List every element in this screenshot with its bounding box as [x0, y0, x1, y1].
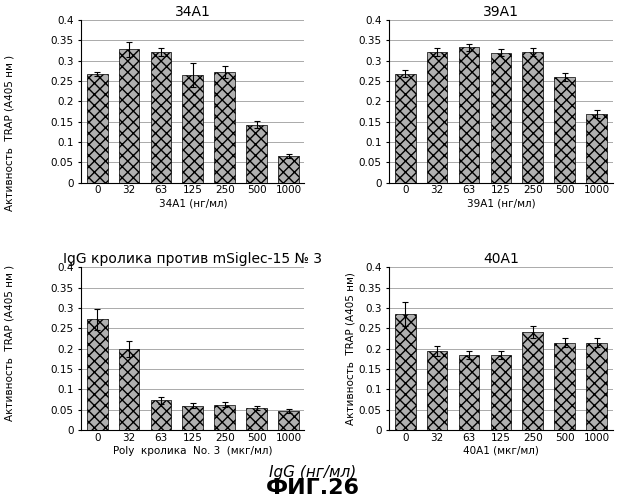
- Text: Активность  TRAP (А405 нм ): Активность TRAP (А405 нм ): [4, 54, 14, 210]
- X-axis label: 40A1 (мкг/мл): 40A1 (мкг/мл): [463, 446, 539, 456]
- Bar: [427, 350, 448, 430]
- Bar: [554, 342, 575, 430]
- Title: 39A1: 39A1: [483, 5, 519, 19]
- Bar: [182, 406, 203, 430]
- Title: IgG кролика против mSiglec-15 № 3: IgG кролика против mSiglec-15 № 3: [63, 252, 322, 266]
- Bar: [491, 52, 511, 182]
- Y-axis label: Активность  TRAP (А405 нм): Активность TRAP (А405 нм): [346, 272, 356, 425]
- X-axis label: 34A1 (нг/мл): 34A1 (нг/мл): [159, 198, 227, 208]
- X-axis label: Poly  кролика  No. 3  (мкг/мл): Poly кролика No. 3 (мкг/мл): [113, 446, 272, 456]
- Bar: [459, 355, 479, 430]
- Bar: [491, 355, 511, 430]
- Bar: [87, 74, 108, 182]
- Bar: [246, 124, 267, 182]
- Bar: [151, 52, 171, 182]
- Bar: [395, 74, 416, 182]
- Bar: [87, 320, 108, 430]
- Bar: [214, 405, 235, 430]
- Bar: [459, 48, 479, 182]
- Bar: [586, 342, 607, 430]
- Bar: [278, 156, 299, 182]
- Bar: [522, 332, 543, 430]
- Bar: [151, 400, 171, 430]
- Bar: [182, 75, 203, 182]
- Text: ФИГ.26: ФИГ.26: [266, 478, 359, 498]
- Bar: [522, 52, 543, 182]
- X-axis label: 39A1 (нг/мл): 39A1 (нг/мл): [467, 198, 535, 208]
- Bar: [554, 77, 575, 182]
- Bar: [395, 314, 416, 430]
- Bar: [427, 52, 448, 182]
- Title: 34A1: 34A1: [175, 5, 211, 19]
- Bar: [246, 408, 267, 430]
- Title: 40A1: 40A1: [483, 252, 519, 266]
- Bar: [119, 50, 139, 182]
- Text: IgG (нг/мл): IgG (нг/мл): [269, 465, 356, 480]
- Bar: [278, 411, 299, 430]
- Bar: [214, 72, 235, 182]
- Text: Активность  TRAP (А405 нм ): Активность TRAP (А405 нм ): [4, 264, 14, 420]
- Bar: [119, 348, 139, 430]
- Bar: [586, 114, 607, 182]
